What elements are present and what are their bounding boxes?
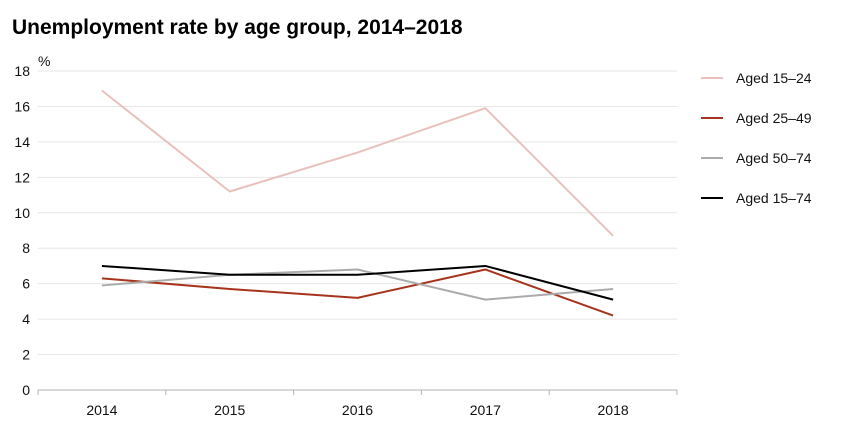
y-tick-label-10: 10 <box>14 205 30 221</box>
series-lines <box>101 89 614 317</box>
y-tick-label-6: 6 <box>22 276 30 292</box>
series-line-2 <box>101 268 614 317</box>
legend-label-4: Aged 15–74 <box>736 190 812 206</box>
y-tick-label-0: 0 <box>22 382 30 398</box>
x-tick-label-2018: 2018 <box>598 402 629 418</box>
x-tick-label-2016: 2016 <box>342 402 373 418</box>
y-tick-label-14: 14 <box>14 134 30 150</box>
x-tick-label-2017: 2017 <box>470 402 501 418</box>
y-tick-label-4: 4 <box>22 311 30 327</box>
gridlines <box>38 70 677 356</box>
x-tick-label-2014: 2014 <box>86 402 117 418</box>
y-tick-label-2: 2 <box>22 347 30 363</box>
y-tick-label-16: 16 <box>14 98 30 114</box>
chart-title: Unemployment rate by age group, 2014–201… <box>12 16 463 39</box>
series-line-1 <box>101 89 614 237</box>
legend-label-1: Aged 15–24 <box>736 70 812 86</box>
legend: Aged 15–24 Aged 25–49 Aged 50–74 Aged 15–74 <box>701 70 812 206</box>
y-axis-unit-label: % <box>38 53 50 69</box>
y-tick-label-18: 18 <box>14 63 30 79</box>
y-tick-label-8: 8 <box>22 240 30 256</box>
legend-label-2: Aged 25–49 <box>736 110 812 126</box>
axes: 0 2 4 6 8 10 12 14 16 18% 2014 2015 2016 2017 2018 <box>14 53 678 418</box>
x-tick-label-2015: 2015 <box>214 402 245 418</box>
y-tick-label-12: 12 <box>14 169 30 185</box>
legend-label-3: Aged 50–74 <box>736 150 812 166</box>
